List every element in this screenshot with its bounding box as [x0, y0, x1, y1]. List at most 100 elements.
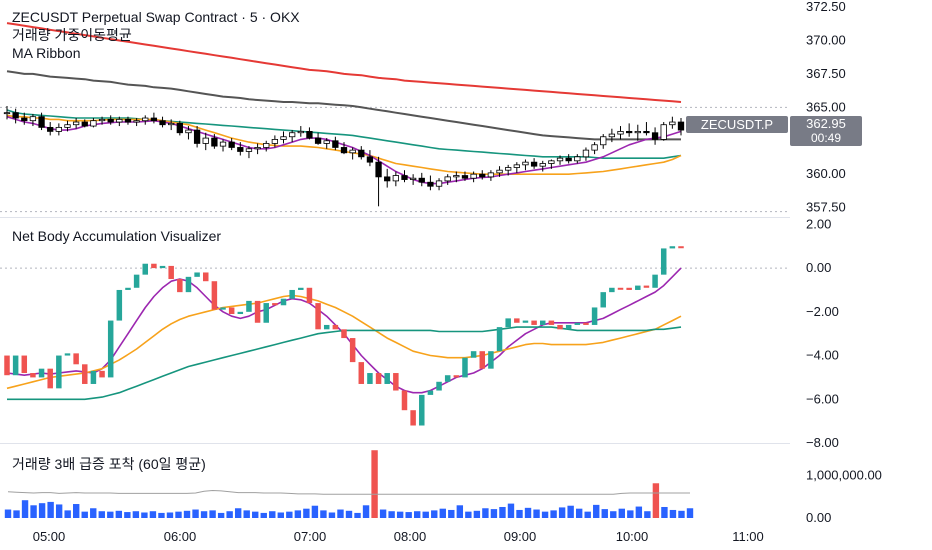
candle-body	[522, 161, 529, 166]
price-badge: 362.95 00:49	[790, 116, 862, 146]
accumulation-bar	[565, 324, 572, 330]
volume-bar	[183, 510, 191, 518]
candle-body	[81, 121, 88, 127]
candle-body	[349, 149, 356, 154]
candle-body	[47, 126, 54, 132]
candle-body	[574, 156, 581, 162]
accumulation-bar	[419, 394, 425, 426]
accumulation-bar	[168, 265, 174, 280]
volume-bar	[55, 504, 63, 518]
candle-body	[418, 177, 425, 183]
accumulation-bar	[453, 375, 460, 378]
volume-bar	[575, 508, 583, 518]
candle-body	[435, 180, 443, 187]
candle-body	[289, 132, 296, 138]
volume-bar	[21, 500, 29, 518]
candle-body	[539, 163, 546, 167]
accumulation-bar	[99, 370, 105, 378]
volume-bar	[678, 510, 685, 518]
candle-body	[219, 141, 227, 147]
volume-axis-tick: 0.00	[806, 510, 831, 525]
candle-body	[530, 161, 538, 167]
candle-body	[55, 126, 62, 132]
time-axis-tick: 11:00	[732, 529, 764, 544]
accumulation-bar	[557, 324, 563, 330]
volume-bar	[4, 509, 12, 518]
accumulation-bar	[479, 351, 486, 369]
volume-bar	[13, 510, 20, 518]
candle-body	[582, 149, 590, 158]
candle-body	[202, 137, 209, 144]
candle-body	[271, 139, 279, 144]
candle-body	[228, 141, 235, 148]
accum-axis-tick: −8.00	[806, 435, 839, 450]
accumulation-bar	[332, 324, 339, 330]
volume-bar	[124, 512, 131, 518]
volume-bar	[550, 510, 557, 518]
accum-axis-tick: 0.00	[806, 260, 831, 275]
volume-bar	[209, 510, 216, 518]
indicator-vwma-label: 거래량 가중이동평균	[12, 27, 132, 43]
candle-body	[375, 161, 382, 178]
volume-bar	[396, 511, 404, 518]
volume-bar	[414, 511, 421, 518]
candle-body	[392, 175, 399, 182]
volume-bar	[149, 511, 157, 518]
candle-body	[366, 156, 374, 163]
accumulation-bar	[56, 355, 62, 389]
volume-bar	[345, 510, 353, 518]
volume-bar	[98, 511, 105, 518]
candle-body	[323, 140, 330, 144]
price-axis-tick: 372.50	[806, 0, 846, 14]
volume-bar	[81, 511, 88, 518]
volume-bar	[132, 511, 140, 518]
volume-bar	[524, 507, 532, 518]
accumulation-bar	[410, 410, 416, 426]
accumulation-bar	[384, 373, 390, 384]
accumulation-bar	[626, 287, 632, 290]
candle-body	[90, 120, 97, 127]
candle-body	[556, 157, 564, 162]
accumulation-bar	[643, 285, 650, 288]
volume-bar	[661, 506, 668, 518]
accumulation-bar	[272, 303, 278, 306]
accumulation-bar	[444, 375, 451, 382]
price-axis-tick: 367.50	[806, 66, 846, 81]
gridlines	[0, 106, 790, 269]
accumulation-bar	[609, 287, 615, 293]
candle-body	[168, 122, 175, 126]
accumulation-bar	[133, 274, 140, 288]
accumulation-bar	[177, 279, 183, 293]
volume-bar	[448, 509, 455, 518]
accumulation-bar	[21, 355, 28, 374]
pane-separator-2	[0, 443, 790, 444]
accumulation-bar	[315, 303, 321, 330]
volume-bar	[158, 512, 165, 518]
time-axis-tick: 10:00	[616, 529, 649, 544]
volume-axis-tick: 1,000,000.00	[806, 468, 882, 483]
accumulation-bar	[574, 322, 581, 325]
volume-bar	[431, 510, 438, 518]
volume-bar	[303, 508, 310, 518]
volume-bar	[90, 508, 97, 518]
candle-body	[427, 181, 434, 187]
candle-body	[263, 143, 270, 148]
volume-bar	[286, 511, 293, 518]
price-series-line	[6, 22, 682, 103]
volume-bar	[669, 509, 677, 518]
accumulation-bar	[73, 353, 79, 365]
accumulation-bar	[635, 285, 641, 290]
accumulation-bar	[254, 300, 261, 323]
accumulation-bar	[107, 320, 114, 378]
volume-bar	[422, 511, 429, 518]
accumulation-bar	[306, 287, 313, 304]
candle-body	[487, 172, 495, 178]
candle-body	[12, 112, 19, 119]
accumulation-bar	[185, 276, 192, 293]
indicator-ma-ribbon-label: MA Ribbon	[12, 45, 81, 61]
symbol-badge[interactable]: ZECUSDT.P	[686, 116, 788, 133]
accumulation-bar	[505, 318, 511, 328]
accumulation-bar	[298, 287, 304, 290]
candle-body	[651, 132, 659, 140]
